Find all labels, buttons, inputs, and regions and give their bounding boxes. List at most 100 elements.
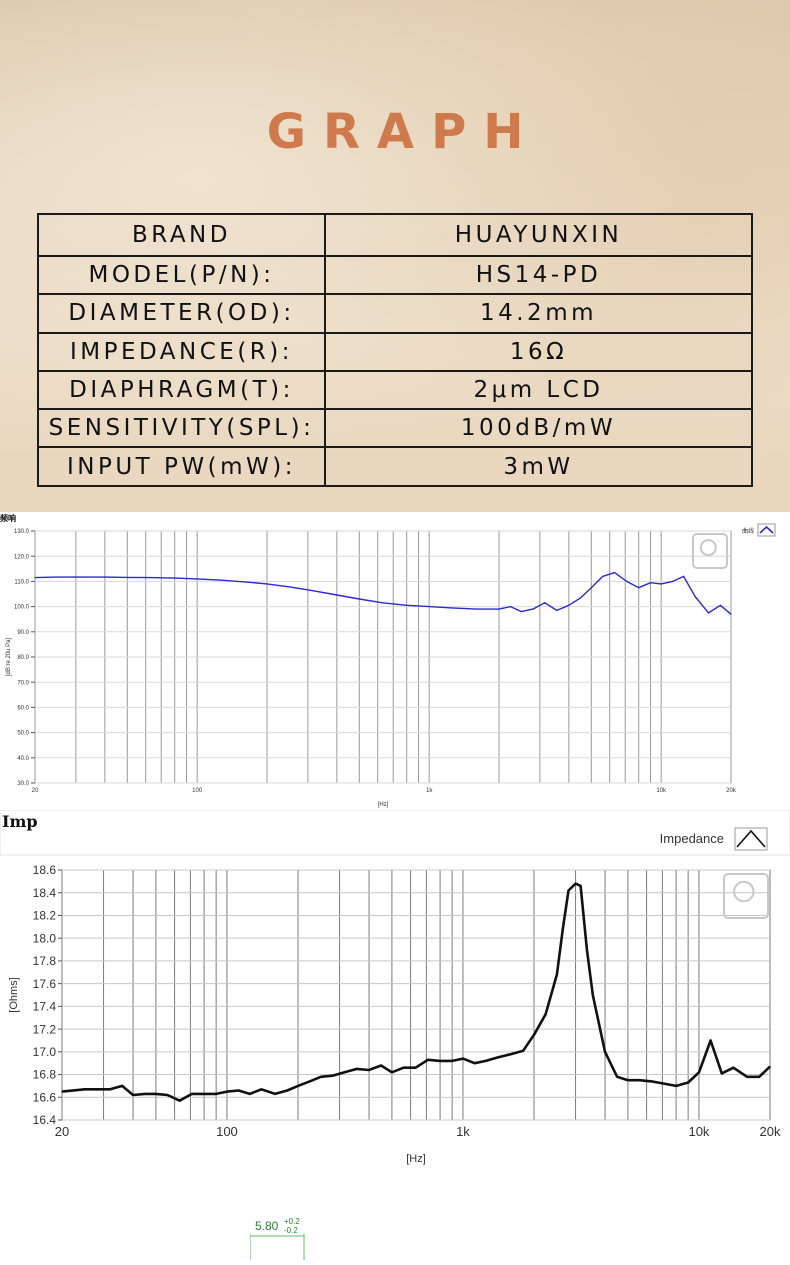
data-point [769, 1066, 771, 1068]
data-point [475, 608, 478, 610]
x-tick-label: 1k [426, 788, 433, 794]
x-tick-label: 100 [216, 1124, 238, 1139]
data-point [243, 581, 246, 583]
spec-value: HS14-PD [324, 254, 753, 296]
data-point [391, 1071, 393, 1073]
data-point [544, 602, 546, 604]
data-point [61, 1091, 63, 1093]
y-tick-label: 17.8 [33, 954, 57, 968]
data-point [260, 1088, 262, 1090]
data-point [732, 1067, 735, 1069]
data-point [462, 1058, 464, 1060]
data-point [568, 604, 570, 606]
watermark-head-icon [733, 880, 755, 903]
data-point [746, 1076, 748, 1078]
spec-row: DIAPHRAGM(T): 2μm LCD [37, 369, 753, 411]
data-point [616, 1076, 618, 1078]
data-point [179, 1100, 181, 1102]
page-title: GRAPH [266, 104, 541, 160]
data-point [649, 582, 652, 584]
y-tick-label: 40.0 [17, 756, 29, 762]
spec-row: IMPEDANCE(R): 16Ω [37, 331, 753, 372]
data-point [368, 1069, 370, 1071]
legend-swatch-line [736, 829, 766, 848]
legend-swatch-box [757, 523, 776, 537]
data-point [81, 576, 83, 578]
data-point [710, 1039, 712, 1042]
watermark-logo-icon [692, 533, 728, 569]
data-point [687, 1081, 689, 1084]
data-point [683, 575, 685, 577]
y-axis-label: [Ohms] [8, 977, 20, 1012]
dimension-tol-minus: -0.2 [284, 1226, 298, 1235]
data-point [567, 889, 570, 892]
data-point [344, 1071, 346, 1073]
y-tick-label: 90.0 [17, 630, 29, 636]
y-tick-label: 30.0 [17, 781, 29, 787]
x-axis-label: [Hz] [378, 802, 389, 808]
data-point [312, 590, 314, 592]
data-point [95, 1088, 98, 1090]
data-point [336, 594, 338, 596]
data-point [219, 579, 221, 581]
y-tick-label: 50.0 [17, 731, 29, 737]
data-point [126, 576, 128, 578]
data-point [496, 1056, 498, 1059]
x-tick-label: 20 [32, 788, 39, 794]
data-point [121, 1085, 123, 1087]
data-point [144, 1093, 146, 1095]
spec-label: IMPEDANCE(R): [37, 331, 326, 372]
legend-swatch-box [734, 827, 768, 851]
spec-value: 2μm LCD [324, 369, 753, 411]
data-point [719, 604, 722, 606]
x-tick-label: 20k [760, 1124, 781, 1139]
y-tick-label: 17.6 [33, 977, 57, 991]
dimension-tol-plus: +0.2 [284, 1217, 300, 1226]
data-point [249, 1093, 251, 1095]
spec-value: 16Ω [324, 331, 753, 372]
data-point [34, 577, 36, 579]
spec-table: BRAND HUAYUNXIN MODEL(P/N): HS14-PD DIAMETER… [37, 213, 753, 487]
data-point [150, 577, 152, 579]
spec-label: INPUT PW(mW): [37, 446, 326, 487]
header-banner: GRAPH BRAND HUAYUNXIN MODEL(P/N): HS14-PD DI… [0, 0, 790, 512]
data-point [174, 577, 176, 579]
data-point [356, 1068, 358, 1070]
data-point [626, 580, 628, 582]
x-tick-label: 10k [688, 1124, 709, 1139]
y-tick-label: 18.6 [33, 863, 57, 877]
data-point [638, 587, 640, 589]
data-point [274, 1093, 276, 1095]
y-tick-label: 18.2 [33, 909, 57, 923]
y-tick-label: 18.0 [33, 931, 57, 945]
data-point [155, 1093, 157, 1095]
y-tick-label: 17.0 [33, 1045, 57, 1059]
data-point [651, 1080, 653, 1082]
data-point [215, 1093, 217, 1095]
x-tick-label: 100 [192, 788, 203, 794]
dimension-value: 5.80 [255, 1219, 279, 1233]
data-point [415, 1067, 417, 1069]
data-point [104, 576, 106, 578]
data-point [266, 583, 268, 585]
watermark-logo-icon [723, 873, 769, 919]
legend-bar [0, 809, 790, 856]
data-point [451, 1060, 453, 1062]
data-point [380, 1064, 382, 1067]
data-point [694, 595, 696, 598]
data-point [132, 1094, 134, 1096]
frequency-response-svg: 130.0 120.0 110.0 100.0 90.0 80.0 70.0 60.0 50.0… [0, 512, 790, 810]
y-tick-label: 16.8 [33, 1068, 57, 1082]
data-point [698, 1071, 700, 1073]
data-point [509, 606, 511, 608]
watermark-head-icon [699, 539, 717, 557]
legend-label: Impedance [660, 831, 724, 846]
data-point [707, 612, 710, 614]
data-point [562, 928, 564, 930]
data-point [109, 1088, 111, 1090]
spec-value: 100dB/mW [324, 408, 753, 449]
y-tick-label: 18.4 [33, 886, 57, 900]
data-point [614, 572, 616, 574]
y-axis-label: [dB re 20u Pa] [6, 637, 12, 676]
y-tick-label: 80.0 [17, 655, 29, 661]
